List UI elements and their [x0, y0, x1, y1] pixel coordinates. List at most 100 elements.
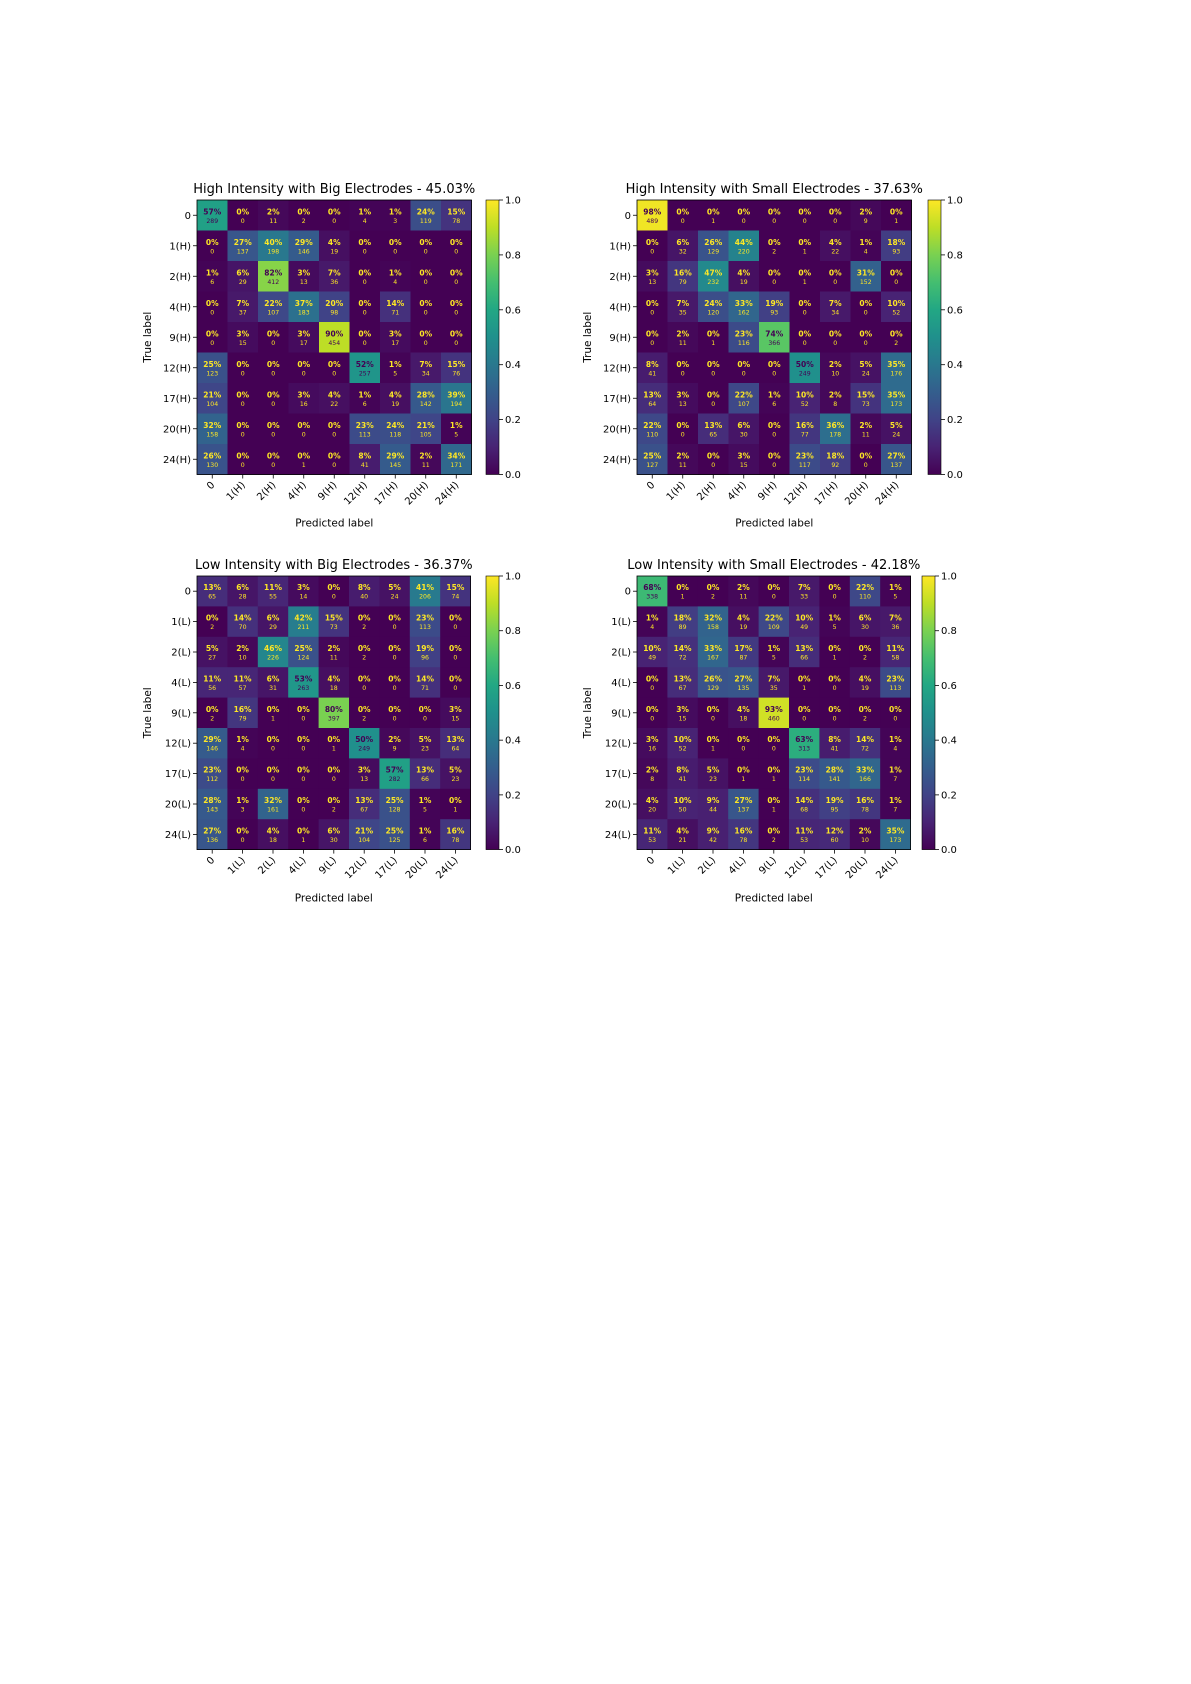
cell-percent-label: 0%	[798, 329, 811, 338]
cell-percent-label: 90%	[325, 329, 343, 338]
cell-percent-label: 0%	[707, 705, 720, 714]
cell-count-label: 2	[894, 340, 898, 347]
cell-count-label: 173	[890, 401, 902, 408]
y-tick-label: 2(H)	[609, 272, 631, 283]
colorbar-tick-label: 0.6	[947, 305, 963, 316]
cell-count-label: 74	[451, 594, 459, 601]
cell-percent-label: 0%	[828, 705, 841, 714]
cell-count-label: 1	[681, 594, 685, 601]
cell-count-label: 0	[650, 715, 654, 722]
cell-percent-label: 0%	[646, 299, 659, 308]
cell-count-label: 10	[239, 655, 247, 662]
cell-percent-label: 22%	[856, 583, 874, 592]
cell-percent-label: 29%	[295, 238, 313, 247]
cell-percent-label: 0%	[707, 735, 720, 744]
heatmap-cell	[197, 230, 228, 262]
heatmap-cell	[288, 667, 319, 698]
heatmap-cell	[319, 352, 350, 384]
cell-count-label: 0	[803, 309, 807, 316]
heatmap-cell	[850, 444, 882, 475]
cell-percent-label: 1%	[646, 614, 659, 623]
cell-count-label: 0	[301, 776, 305, 783]
cell-percent-label: 0%	[206, 705, 219, 714]
cell-count-label: 141	[829, 776, 841, 783]
cell-count-label: 119	[420, 218, 432, 225]
cell-percent-label: 0%	[798, 238, 811, 247]
cell-percent-label: 32%	[704, 614, 722, 623]
cell-count-label: 1	[711, 746, 715, 753]
cell-percent-label: 63%	[795, 735, 813, 744]
cell-count-label: 113	[419, 624, 431, 631]
cell-percent-label: 0%	[267, 390, 280, 399]
cell-count-label: 0	[363, 309, 367, 316]
y-tick-label: 2(L)	[611, 648, 631, 659]
heatmap-cell	[380, 261, 411, 292]
cell-count-label: 0	[241, 776, 245, 783]
y-tick-label: 12(L)	[605, 739, 631, 750]
cell-count-label: 4	[363, 218, 367, 225]
heatmap-cell	[880, 636, 911, 668]
cell-count-label: 15	[679, 715, 687, 722]
heatmap-cell	[697, 606, 729, 638]
colorbar-tick-label: 0.6	[941, 681, 957, 692]
heatmap-cell	[759, 352, 790, 384]
cell-percent-label: 0%	[890, 329, 903, 338]
cell-percent-label: 11%	[795, 826, 813, 835]
cell-percent-label: 0%	[358, 238, 371, 247]
heatmap-cell	[379, 788, 411, 820]
y-tick-label: 17(L)	[165, 769, 191, 780]
cell-count-label: 11	[330, 655, 338, 662]
cell-count-label: 0	[453, 685, 457, 692]
cell-count-label: 166	[859, 776, 871, 783]
heatmap-cell	[758, 758, 790, 790]
heatmap-cell	[379, 606, 411, 638]
cell-count-label: 145	[389, 462, 401, 469]
heatmap-cell	[349, 576, 380, 607]
cell-count-label: 16	[648, 746, 656, 753]
cell-percent-label: 21%	[203, 390, 221, 399]
y-tick-label: 2(L)	[171, 648, 191, 659]
cell-percent-label: 7%	[889, 614, 902, 623]
cell-percent-label: 0%	[206, 614, 219, 623]
cell-percent-label: 4%	[328, 238, 341, 247]
cell-percent-label: 0%	[737, 360, 750, 369]
cell-percent-label: 24%	[704, 299, 722, 308]
heatmap-cell	[288, 200, 320, 231]
cell-percent-label: 0%	[267, 451, 280, 460]
heatmap-cell	[758, 576, 790, 607]
heatmap-cell	[698, 413, 729, 445]
heatmap-cell	[379, 728, 411, 759]
cell-count-label: 0	[650, 248, 654, 255]
cell-count-label: 23	[451, 776, 459, 783]
cell-count-label: 34	[422, 370, 430, 377]
heatmap-cell	[288, 383, 320, 414]
heatmap-cell	[637, 819, 668, 850]
cell-percent-label: 1%	[389, 360, 402, 369]
cell-count-label: 124	[297, 655, 309, 662]
heatmap-cell	[227, 636, 259, 668]
cell-percent-label: 0%	[890, 207, 903, 216]
cell-percent-label: 1%	[236, 796, 249, 805]
cell-count-label: 0	[271, 431, 275, 438]
colorbar-tick-label: 0.4	[505, 360, 521, 371]
heatmap-cell	[728, 697, 759, 729]
heatmap-cell	[319, 200, 350, 231]
cell-percent-label: 25%	[386, 796, 404, 805]
cell-count-label: 0	[424, 248, 428, 255]
x-tick-label: 2(L)	[696, 855, 718, 877]
cell-percent-label: 0%	[798, 705, 811, 714]
cell-count-label: 30	[861, 624, 869, 631]
cell-count-label: 1	[894, 218, 898, 225]
cell-count-label: 152	[860, 279, 872, 286]
cell-count-label: 2	[711, 594, 715, 601]
cell-percent-label: 14%	[795, 796, 813, 805]
cell-count-label: 4	[864, 248, 868, 255]
y-tick-label: 17(L)	[605, 769, 631, 780]
cell-percent-label: 16%	[674, 268, 692, 277]
chart-title: High Intensity with Small Electrodes - 3…	[626, 182, 923, 197]
cell-count-label: 60	[831, 837, 839, 844]
heatmap-cell	[349, 261, 381, 292]
cell-count-label: 129	[707, 685, 719, 692]
heatmap-cell	[197, 352, 228, 384]
